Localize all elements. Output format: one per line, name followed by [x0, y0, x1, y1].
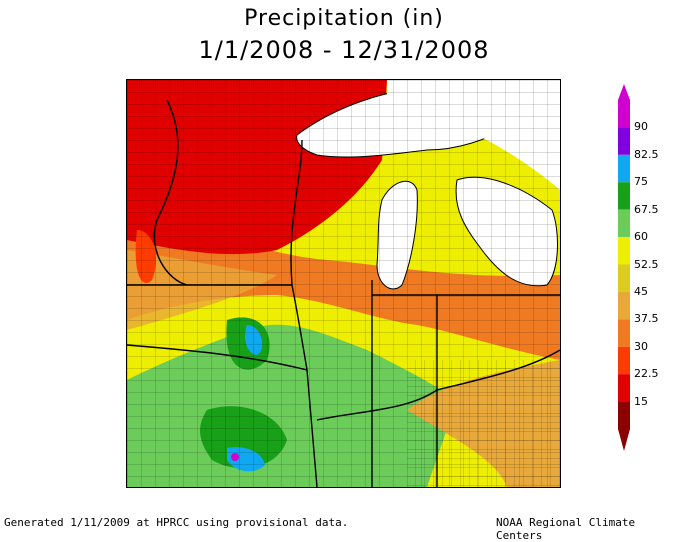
- legend-label: 90: [634, 120, 648, 134]
- legend-swatch: [618, 154, 630, 183]
- legend-swatch: [618, 237, 630, 265]
- legend-label: 75: [634, 175, 648, 189]
- legend-swatch: [618, 291, 630, 320]
- map-canvas: [127, 80, 560, 487]
- legend-swatch: [618, 100, 630, 128]
- legend-swatch: [618, 264, 630, 292]
- legend-label: 22.5: [634, 367, 659, 381]
- source-credit: NOAA Regional Climate Centers: [496, 516, 636, 542]
- legend-label: 15: [634, 394, 648, 408]
- legend-label: 37.5: [634, 312, 659, 326]
- precipitation-map: [126, 79, 561, 488]
- state-boundary: [153, 99, 188, 286]
- legend-arrow-max: [618, 84, 630, 100]
- legend-arrow-min: [618, 429, 630, 451]
- legend-label: 67.5: [634, 202, 659, 216]
- legend-label: 45: [634, 284, 648, 298]
- legend-label: 30: [634, 339, 648, 353]
- legend-swatch: [618, 127, 630, 155]
- legend-label: 82.5: [634, 147, 659, 161]
- legend-swatch: [618, 319, 630, 347]
- state-boundary: [127, 344, 308, 371]
- state-boundary: [291, 284, 318, 487]
- precipitation-legend: [618, 84, 630, 451]
- state-boundary: [316, 349, 560, 421]
- generation-note: Generated 1/11/2009 at HPRCC using provi…: [4, 516, 349, 529]
- legend-swatch: [618, 346, 630, 375]
- legend-swatch: [618, 182, 630, 210]
- legend-label: 52.5: [634, 257, 659, 271]
- legend-swatch: [618, 401, 630, 429]
- legend-label: 60: [634, 230, 648, 244]
- map-subtitle: 1/1/2008 - 12/31/2008: [198, 36, 490, 64]
- legend-swatch: [618, 209, 630, 238]
- state-boundary: [290, 139, 303, 286]
- map-title: Precipitation (in): [244, 6, 444, 31]
- legend-swatch: [618, 374, 630, 402]
